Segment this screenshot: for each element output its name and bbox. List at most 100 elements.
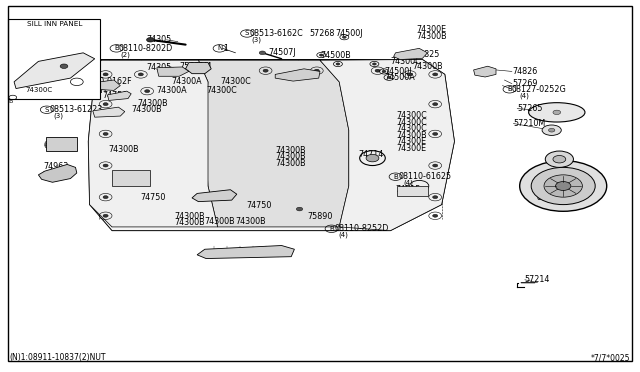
- Text: 74500A: 74500A: [384, 73, 415, 82]
- Text: 74826: 74826: [512, 67, 537, 76]
- Text: 74500J: 74500J: [335, 29, 363, 38]
- Text: 74500B: 74500B: [320, 51, 351, 60]
- Polygon shape: [275, 69, 320, 81]
- Text: 74300B: 74300B: [131, 105, 162, 114]
- Polygon shape: [474, 66, 496, 77]
- Text: 74300B: 74300B: [397, 131, 428, 140]
- Circle shape: [145, 90, 150, 93]
- Circle shape: [103, 214, 108, 217]
- Polygon shape: [157, 67, 189, 76]
- Circle shape: [407, 73, 412, 76]
- Text: 74300B: 74300B: [413, 62, 444, 71]
- Circle shape: [531, 167, 595, 205]
- Text: 74500J: 74500J: [384, 67, 412, 76]
- Text: B: B: [74, 79, 79, 85]
- Circle shape: [319, 54, 323, 56]
- Bar: [397, 186, 428, 196]
- Circle shape: [556, 182, 571, 190]
- Text: 74750: 74750: [102, 92, 128, 100]
- Polygon shape: [394, 48, 428, 60]
- Text: 08110-8252D: 08110-8252D: [334, 224, 388, 233]
- Polygon shape: [14, 53, 95, 89]
- Text: 74300B: 74300B: [109, 145, 140, 154]
- Text: 74300B: 74300B: [275, 153, 306, 161]
- Circle shape: [387, 76, 391, 78]
- Text: 57269: 57269: [512, 79, 538, 88]
- Text: 75681M: 75681M: [179, 62, 211, 71]
- Text: 74300A: 74300A: [172, 77, 202, 86]
- Text: 64817: 64817: [115, 171, 140, 180]
- Circle shape: [366, 154, 379, 162]
- Bar: [112, 170, 150, 186]
- Text: 08127-0252G: 08127-0252G: [512, 85, 567, 94]
- Circle shape: [296, 207, 303, 211]
- Text: 08513-61223: 08513-61223: [50, 105, 103, 114]
- Text: (4): (4): [338, 232, 348, 238]
- Circle shape: [433, 164, 438, 167]
- Circle shape: [433, 214, 438, 217]
- Circle shape: [103, 132, 108, 135]
- Circle shape: [433, 132, 438, 135]
- Text: 08110-8202D: 08110-8202D: [118, 44, 173, 53]
- Text: 74300B: 74300B: [275, 146, 306, 155]
- Text: 74507J: 74507J: [269, 48, 296, 57]
- Text: 57265: 57265: [517, 104, 543, 113]
- Circle shape: [342, 36, 346, 38]
- Text: 74300B: 74300B: [138, 99, 168, 108]
- Circle shape: [372, 63, 376, 65]
- Text: SILL INN PANEL: SILL INN PANEL: [27, 21, 82, 27]
- Text: 74300C: 74300C: [397, 118, 428, 126]
- Text: (3): (3): [53, 113, 63, 119]
- Text: 74300C: 74300C: [206, 86, 237, 95]
- Text: B: B: [507, 86, 512, 92]
- Circle shape: [103, 164, 108, 167]
- Text: *7/7*0025: *7/7*0025: [591, 353, 630, 362]
- Circle shape: [147, 38, 154, 42]
- Text: 74300B: 74300B: [275, 159, 306, 168]
- Circle shape: [545, 151, 573, 167]
- Text: S: S: [245, 31, 249, 36]
- Text: 84910X: 84910X: [536, 193, 567, 202]
- Text: 74714: 74714: [358, 150, 383, 159]
- Circle shape: [548, 128, 555, 132]
- Text: B: B: [8, 99, 13, 103]
- Ellipse shape: [529, 103, 585, 122]
- Text: 74300B: 74300B: [174, 218, 205, 227]
- Circle shape: [167, 69, 172, 72]
- Text: 74300C: 74300C: [397, 111, 428, 120]
- Text: (3): (3): [252, 36, 262, 43]
- Text: B: B: [393, 174, 398, 180]
- Polygon shape: [38, 164, 77, 182]
- Text: 74300C: 74300C: [26, 87, 52, 93]
- Circle shape: [544, 175, 582, 197]
- Circle shape: [433, 103, 438, 106]
- Circle shape: [382, 70, 386, 73]
- Polygon shape: [88, 60, 454, 231]
- Text: 74300C: 74300C: [221, 77, 252, 86]
- Text: 74305: 74305: [146, 63, 171, 72]
- Circle shape: [259, 51, 266, 55]
- Text: 74305: 74305: [146, 35, 171, 44]
- Polygon shape: [192, 190, 237, 202]
- Circle shape: [520, 161, 607, 211]
- Polygon shape: [88, 60, 218, 227]
- Text: 74750(B): 74750(B): [248, 248, 285, 257]
- Text: 57268: 57268: [309, 29, 335, 38]
- Ellipse shape: [542, 125, 561, 135]
- Text: (N)1:08911-10837(2)NUT: (N)1:08911-10837(2)NUT: [10, 353, 106, 362]
- Circle shape: [433, 196, 438, 199]
- Text: 74963: 74963: [44, 162, 68, 171]
- Text: 08120-0162F: 08120-0162F: [79, 77, 132, 86]
- Text: (2): (2): [82, 85, 92, 92]
- Text: 74300B: 74300B: [236, 217, 266, 226]
- Text: B: B: [329, 226, 334, 232]
- Polygon shape: [95, 80, 120, 90]
- Text: (4): (4): [403, 180, 413, 186]
- Circle shape: [433, 73, 438, 76]
- Circle shape: [103, 196, 108, 199]
- Text: 74300C: 74300C: [397, 124, 428, 133]
- Polygon shape: [186, 62, 211, 74]
- Polygon shape: [198, 60, 349, 227]
- Text: B: B: [114, 45, 119, 51]
- Text: 62554: 62554: [44, 141, 69, 150]
